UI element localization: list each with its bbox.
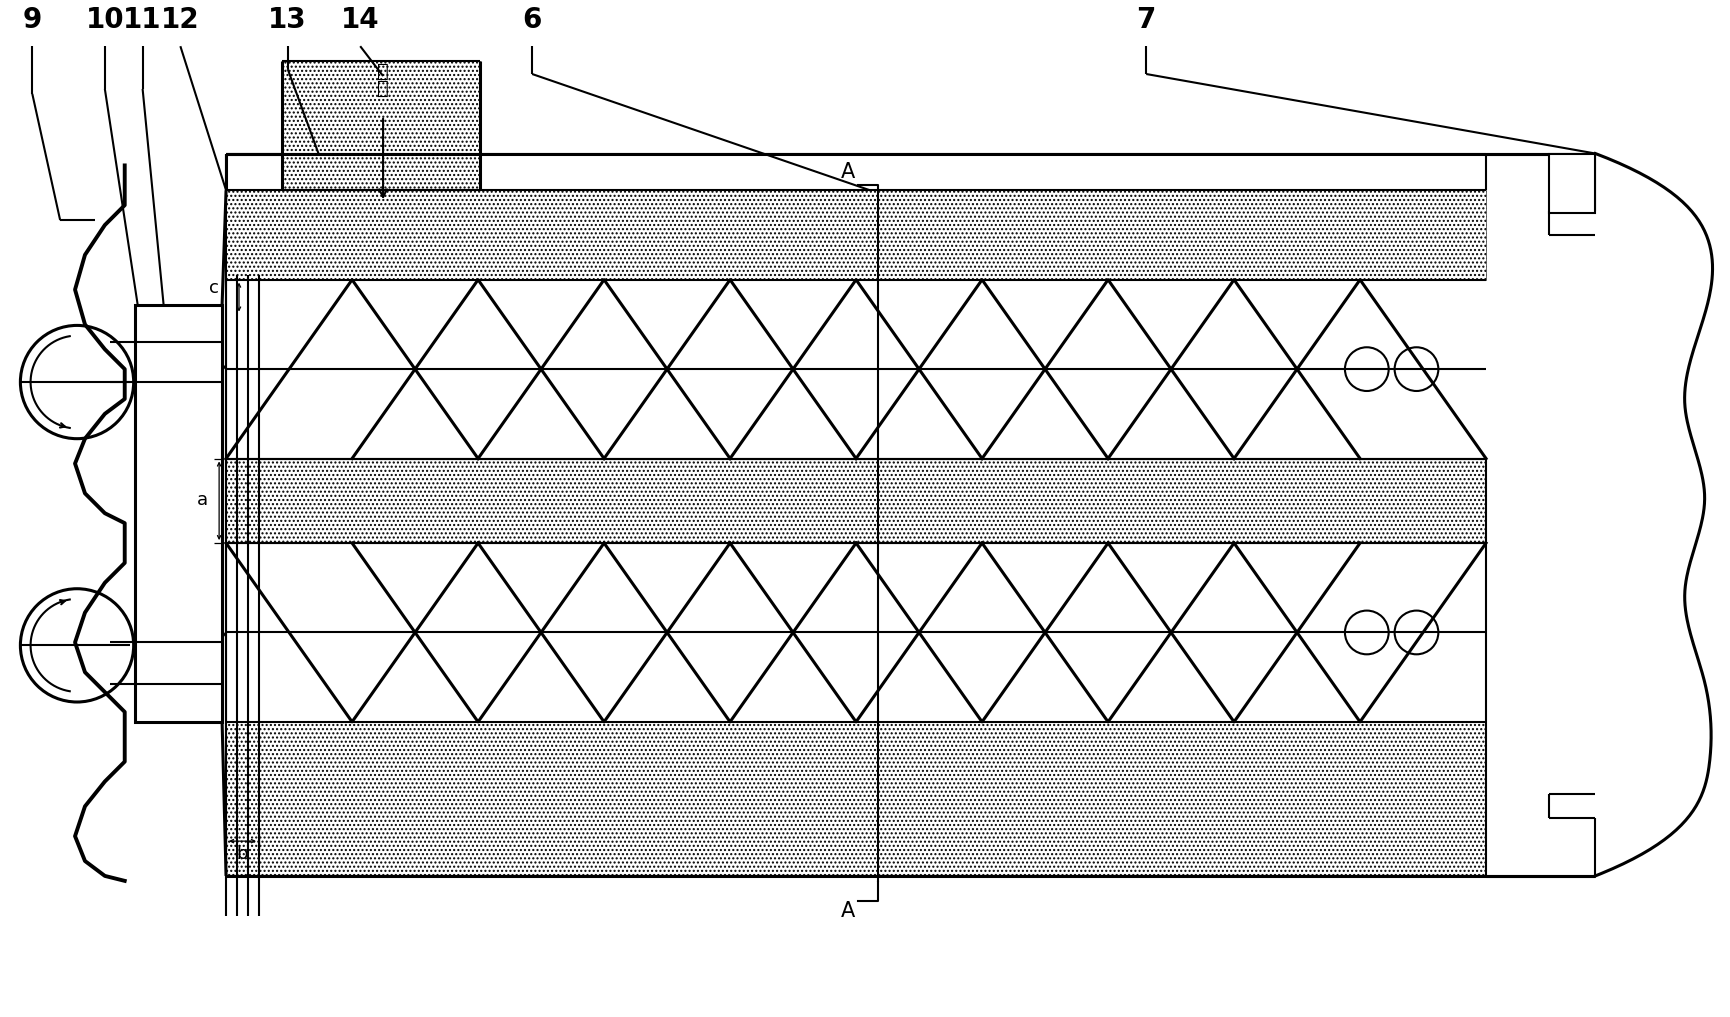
Text: 料: 料 [377,79,389,98]
Text: 7: 7 [1137,6,1156,35]
Text: 9: 9 [22,6,42,35]
Bar [227,459,1484,543]
Text: 13: 13 [268,6,306,35]
Text: 14: 14 [341,6,379,35]
Text: c: c [209,279,220,297]
Text: a: a [197,491,208,510]
Bar [227,190,1484,280]
Text: 6: 6 [522,6,541,35]
Bar [227,722,1484,876]
Text: 10: 10 [85,6,125,35]
Text: A: A [841,901,855,920]
Text: b: b [235,845,247,863]
Text: 油: 油 [377,62,389,81]
Text: A: A [841,163,855,182]
Bar [1548,154,1595,214]
Text: 11: 11 [123,6,163,35]
Bar [282,61,481,190]
Bar [135,304,221,722]
Text: 12: 12 [161,6,199,35]
